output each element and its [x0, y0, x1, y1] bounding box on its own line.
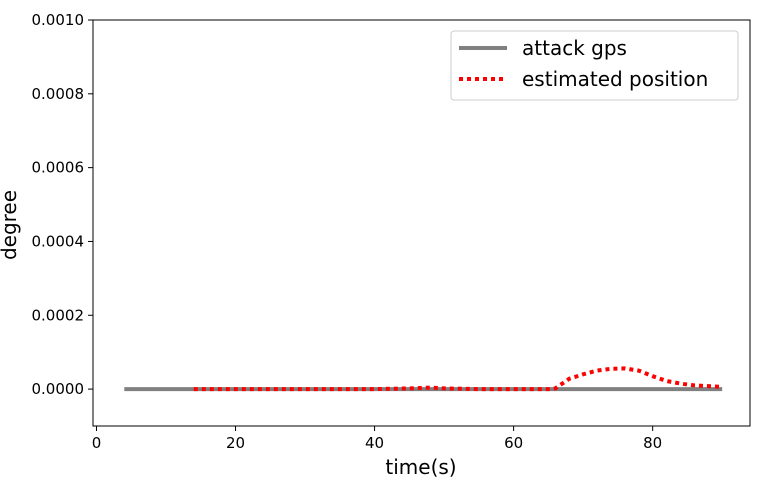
y-tick-label: 0.0004: [32, 232, 85, 250]
y-tick-label: 0.0000: [32, 380, 85, 398]
y-tick-label: 0.0010: [32, 11, 85, 29]
series-layer: [124, 366, 723, 392]
legend-box: [450, 30, 739, 101]
x-tick-label: 60: [504, 434, 523, 452]
legend: attack gps estimated position: [450, 30, 739, 101]
x-tick-label: 80: [643, 434, 662, 452]
series-line-estimated-position: [193, 366, 723, 392]
y-axis-ticks: 0.0000 0.0002 0.0004 0.0006 0.0008 0.0010: [32, 11, 93, 398]
x-axis-ticks: 0 20 40 60 80: [92, 426, 662, 452]
x-axis-label: time(s): [385, 455, 456, 479]
x-tick-label: 40: [365, 434, 384, 452]
legend-label-attack-gps: attack gps: [522, 36, 627, 60]
x-tick-label: 0: [92, 434, 102, 452]
legend-label-estimated-position: estimated position: [522, 67, 708, 91]
x-tick-label: 20: [226, 434, 245, 452]
y-axis-label: degree: [0, 190, 21, 260]
y-tick-label: 0.0002: [32, 306, 85, 324]
y-tick-label: 0.0006: [32, 159, 85, 177]
y-tick-label: 0.0008: [32, 85, 85, 103]
